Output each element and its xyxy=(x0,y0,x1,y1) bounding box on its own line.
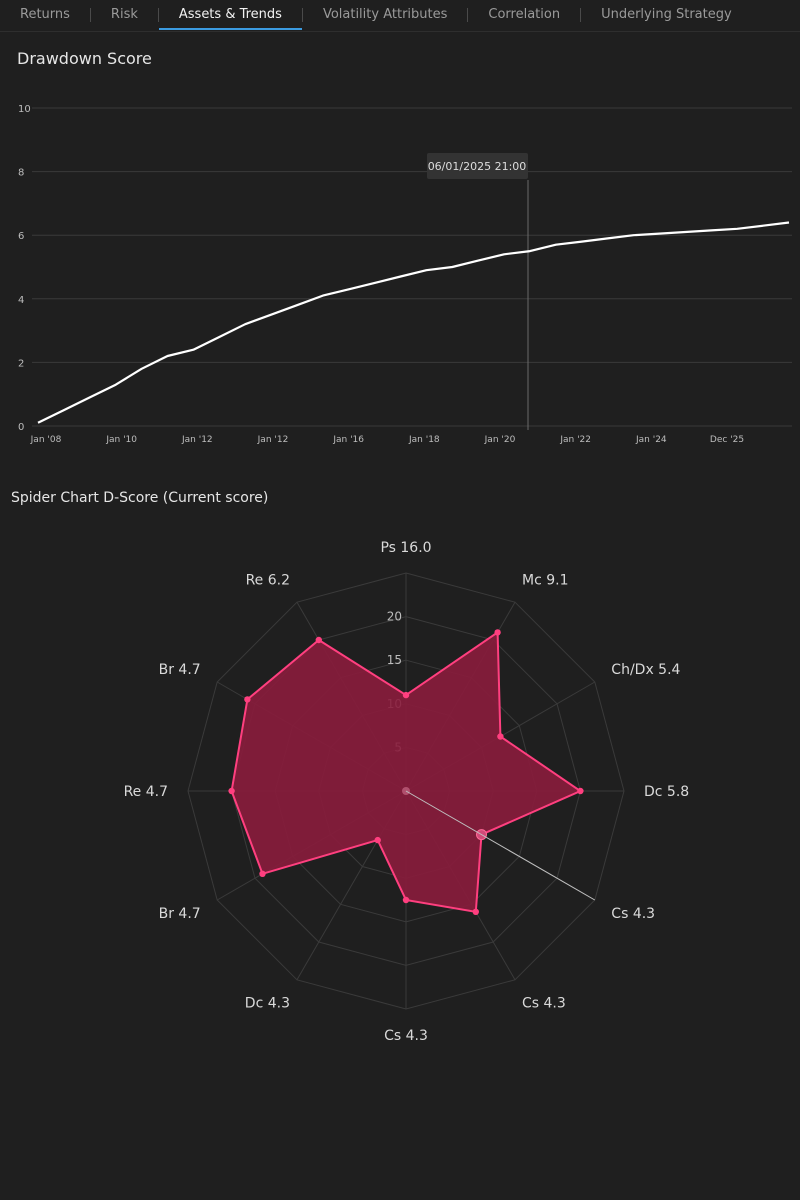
tab-assets-trends[interactable]: Assets & Trends xyxy=(158,0,302,30)
line-chart-x-axis: Jan '08 Jan '10 Jan '12 Jan '12 Jan '16 Jan '… xyxy=(30,435,744,445)
radar-axis-label: Re 6.2 xyxy=(246,573,290,589)
radar-series-points xyxy=(228,629,584,915)
x-tick-label: Jan '24 xyxy=(635,435,667,445)
y-tick-label: 8 xyxy=(18,168,24,179)
line-chart-grid xyxy=(32,107,792,427)
tab-bar-divider xyxy=(0,31,800,32)
y-tick-label: 4 xyxy=(18,295,24,306)
radar-point xyxy=(259,870,266,877)
tab-separator xyxy=(467,8,469,22)
tab-separator xyxy=(157,8,159,22)
radar-hover-line xyxy=(405,790,596,901)
drawdown-series-line xyxy=(37,221,790,424)
radar-point xyxy=(315,636,322,644)
spider-chart-title: Spider Chart D-Score (Current score) xyxy=(11,490,269,506)
x-tick-label: Jan '12 xyxy=(181,435,213,445)
y-tick-label: 0 xyxy=(18,422,24,433)
radar-point xyxy=(494,629,501,636)
radar-point xyxy=(472,908,479,915)
radar-axis-label: Dc 5.8 xyxy=(644,784,689,800)
x-tick-label: Jan '22 xyxy=(559,435,591,445)
radar-axis-label: Cs 4.3 xyxy=(611,906,655,922)
tab-risk[interactable]: Risk xyxy=(110,7,138,22)
tab-separator xyxy=(580,8,582,22)
y-tick-label: 6 xyxy=(18,231,24,242)
radar-point xyxy=(497,733,504,740)
radar-point xyxy=(374,836,381,844)
line-tooltip: 06/01/2025 21:00 xyxy=(427,153,528,179)
y-tick-label: 10 xyxy=(18,104,31,115)
tab-returns[interactable]: Returns xyxy=(20,7,70,22)
tooltip-box xyxy=(427,153,528,179)
x-tick-label: Jan '08 xyxy=(30,435,62,445)
radar-axis-label: Br 4.7 xyxy=(159,662,201,678)
radar-axis-labels: Ps 16.0 Mc 9.1 Ch/Dx 5.4 Dc 5.8 Cs 4.3 Cs 4.3… xyxy=(124,540,690,1040)
x-tick-label: Jan '16 xyxy=(332,435,364,445)
radar-axis-label: Re 4.7 xyxy=(124,784,168,800)
spider-radar-chart[interactable]: 5101520 Ps 16.0Mc 9.1Ch/Dx 5.4Dc 5.8Cs 4… xyxy=(0,520,800,1040)
radar-point xyxy=(228,787,235,795)
tooltip-label: 06/01/2025 21:00 xyxy=(428,160,527,173)
radar-point xyxy=(244,696,251,703)
y-tick-label: 2 xyxy=(18,358,24,369)
radar-point xyxy=(402,691,410,699)
radar-point xyxy=(577,787,584,795)
x-tick-label: Jan '12 xyxy=(257,435,289,445)
radar-axis-label: Cs 4.3 xyxy=(384,1028,428,1040)
tab-separator xyxy=(301,8,303,22)
radar-axis-label: Dc 4.3 xyxy=(245,995,290,1011)
radar-axis-label: Ps 16.0 xyxy=(380,540,431,556)
radar-r-tick-label: 20 xyxy=(387,610,402,624)
x-tick-label: Jan '18 xyxy=(408,435,440,445)
tab-bar: Returns Risk Assets & Trends Volatility … xyxy=(0,0,800,30)
radar-axis-label: Br 4.7 xyxy=(159,906,201,922)
tab-correlation[interactable]: Correlation xyxy=(488,7,561,22)
x-tick-label: Jan '20 xyxy=(484,435,516,445)
radar-point xyxy=(402,896,410,904)
drawdown-chart-title: Drawdown Score xyxy=(17,49,152,68)
radar-r-tick-label: 15 xyxy=(387,653,402,667)
radar-axis-label: Cs 4.3 xyxy=(522,995,566,1011)
radar-axis-label: Mc 9.1 xyxy=(522,573,569,589)
tab-volatility-attributes[interactable]: Volatility Attributes xyxy=(322,7,448,22)
tab-separator xyxy=(89,8,91,22)
x-tick-label: Dec '25 xyxy=(710,435,744,445)
line-chart-y-axis: 0 2 4 6 8 10 xyxy=(18,104,31,433)
x-tick-label: Jan '10 xyxy=(105,435,137,445)
radar-axis-label: Ch/Dx 5.4 xyxy=(611,662,680,678)
tab-underlying-strategy[interactable]: Underlying Strategy xyxy=(601,7,732,22)
